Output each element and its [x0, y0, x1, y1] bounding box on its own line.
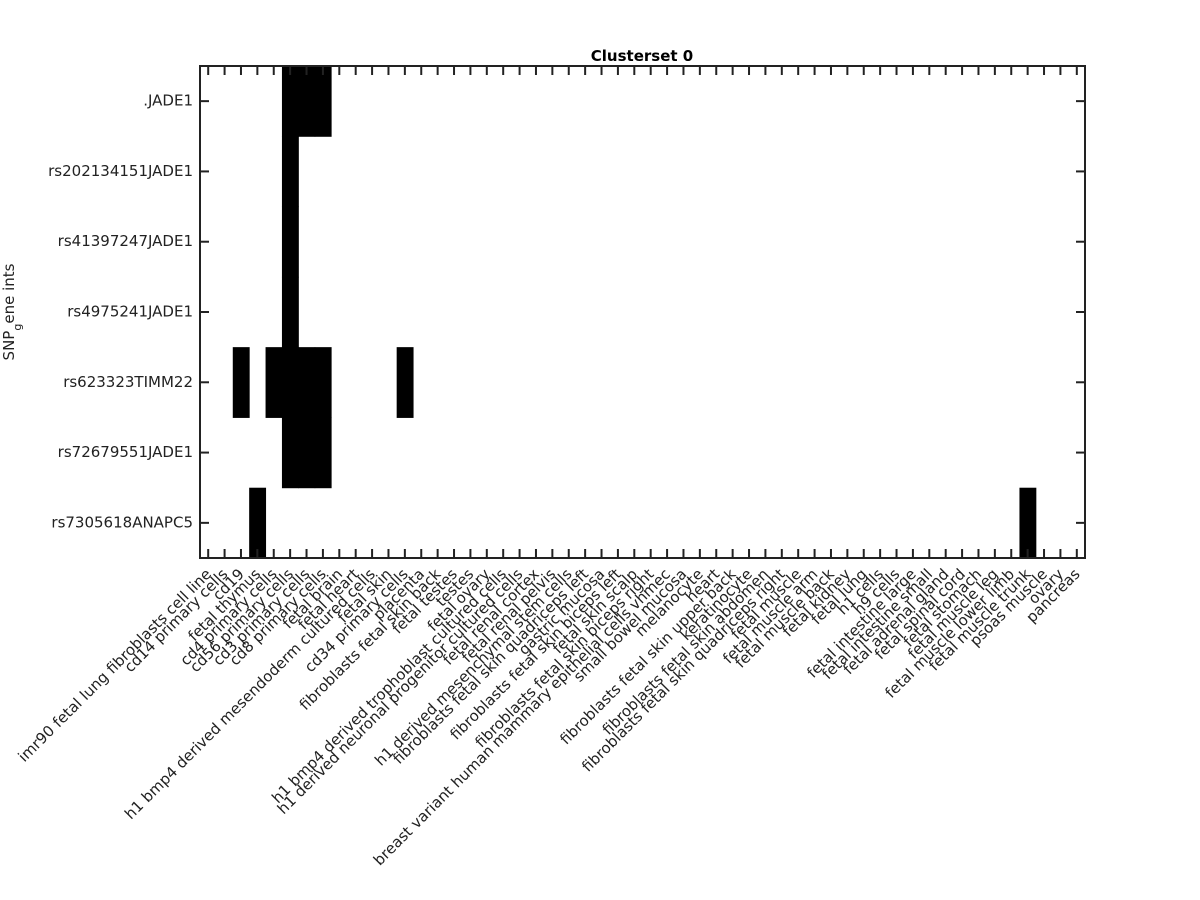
x-tick-labels: imr90 fetal lung fibroblasts cell linecd… — [14, 565, 1083, 869]
heatmap-cell — [314, 66, 332, 137]
heatmap-cell — [298, 417, 316, 489]
y-tick-label: rs623323TIMM22 — [63, 373, 193, 391]
y-tick-label: rs4975241JADE1 — [67, 303, 193, 321]
axis-ticks — [200, 66, 1085, 558]
heatmap-cell — [232, 347, 250, 418]
y-tick-label: .JADE1 — [143, 92, 193, 110]
heatmap-cell — [281, 276, 299, 348]
y-axis-label-sub: g — [11, 324, 24, 331]
y-tick-label: rs202134151JADE1 — [48, 162, 193, 180]
y-tick-label: rs72679551JADE1 — [58, 443, 193, 461]
y-tick-labels: .JADE1 rs202134151JADE1 rs41397247JADE1 rs4… — [48, 92, 193, 532]
heatmap-cell — [298, 66, 316, 137]
heatmap-cell — [298, 347, 316, 418]
heatmap-cell — [281, 347, 299, 418]
y-tick-label: rs7305618ANAPC5 — [51, 513, 193, 531]
heatmap-cell — [249, 487, 267, 559]
heatmap-cell — [265, 347, 283, 418]
heatmap-cell — [281, 417, 299, 489]
y-tick-label: rs41397247JADE1 — [58, 232, 193, 250]
heatmap-cell — [314, 347, 332, 418]
heatmap-cell — [396, 347, 414, 418]
heatmap-cell — [1019, 487, 1037, 559]
chart-title: Clusterset 0 — [591, 47, 693, 65]
heatmap-cell — [314, 417, 332, 489]
heatmap-cell — [281, 206, 299, 278]
heatmap-cell — [281, 66, 299, 137]
heatmap-cell — [281, 136, 299, 208]
plot-frame — [199, 65, 1086, 559]
heatmap-cells — [232, 66, 1037, 559]
y-axis-label-main: SNP — [0, 331, 18, 361]
y-axis-label: SNPgene ints — [0, 263, 24, 360]
y-axis-label-rest: ene ints — [0, 263, 18, 323]
